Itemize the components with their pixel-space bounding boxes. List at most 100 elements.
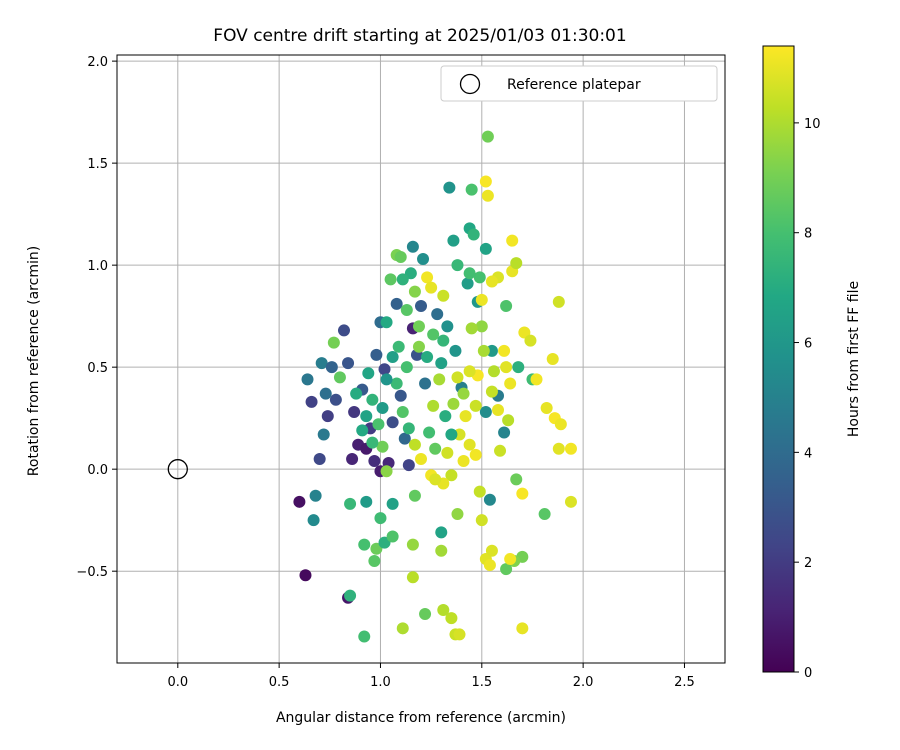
data-point	[380, 465, 393, 478]
data-point	[475, 293, 488, 306]
data-point	[408, 285, 421, 298]
data-point	[348, 406, 361, 419]
data-point	[419, 608, 432, 621]
data-point	[477, 344, 490, 357]
data-point	[429, 442, 442, 455]
data-point	[356, 424, 369, 437]
data-point	[299, 569, 312, 582]
data-point	[473, 485, 486, 498]
data-point	[467, 228, 480, 241]
data-point	[360, 495, 373, 508]
data-point	[362, 367, 375, 380]
data-point	[485, 275, 498, 288]
data-point	[538, 508, 551, 521]
data-point	[498, 426, 511, 439]
y-tick-label: 2.0	[87, 55, 108, 70]
data-point	[293, 495, 306, 508]
data-point	[344, 497, 357, 510]
legend-label: Reference platepar	[507, 77, 641, 93]
data-point	[386, 530, 399, 543]
data-point	[469, 448, 482, 461]
data-point	[435, 526, 448, 539]
data-point	[366, 436, 379, 449]
data-point	[321, 410, 334, 423]
colorbar-tick-label: 4	[804, 446, 812, 461]
data-point	[469, 399, 482, 412]
data-point	[459, 410, 472, 423]
data-point	[441, 320, 454, 333]
data-point	[546, 353, 559, 365]
data-point	[368, 455, 381, 468]
y-tick-label: 0.5	[87, 361, 108, 376]
data-point	[400, 304, 413, 317]
data-point	[412, 320, 425, 333]
data-point	[427, 399, 440, 412]
data-point	[483, 559, 496, 572]
data-point	[479, 175, 492, 188]
data-point	[406, 240, 419, 253]
data-point	[475, 514, 488, 527]
data-point	[398, 432, 411, 445]
data-point	[358, 630, 371, 643]
data-point	[376, 401, 389, 414]
data-point	[506, 234, 519, 247]
data-point	[473, 271, 486, 284]
data-point	[429, 473, 442, 486]
data-point	[406, 571, 419, 584]
data-point	[394, 389, 407, 402]
scatter-points	[167, 130, 577, 643]
data-point	[402, 459, 415, 472]
data-point	[400, 361, 413, 374]
data-point	[510, 473, 523, 486]
data-point	[378, 363, 391, 376]
data-point	[301, 373, 314, 386]
data-point	[342, 357, 355, 370]
data-point	[494, 444, 507, 457]
data-point	[380, 373, 393, 386]
data-point	[540, 401, 553, 414]
data-point	[504, 377, 517, 390]
data-point	[552, 442, 565, 455]
data-point	[325, 361, 338, 374]
data-point	[344, 589, 357, 602]
data-point	[475, 320, 488, 333]
plot-frame	[116, 54, 726, 664]
data-point	[386, 497, 399, 510]
data-point	[500, 563, 513, 576]
data-point	[451, 508, 464, 521]
data-point	[427, 328, 440, 341]
data-point	[412, 340, 425, 353]
data-point	[447, 397, 460, 410]
data-point	[437, 334, 450, 347]
data-point	[433, 373, 446, 386]
data-point	[443, 181, 456, 194]
data-point	[337, 324, 350, 337]
data-point	[453, 628, 466, 641]
data-point	[386, 416, 399, 429]
data-point	[479, 242, 492, 255]
data-point	[333, 371, 346, 384]
data-point	[451, 371, 464, 384]
x-tick-label: 1.0	[370, 675, 391, 690]
data-point	[485, 544, 498, 557]
data-point	[479, 406, 492, 419]
x-tick-label: 2.5	[674, 675, 695, 690]
x-axis-label: Angular distance from reference (arcmin)	[276, 710, 566, 726]
data-point	[415, 299, 427, 312]
data-point	[502, 414, 515, 427]
data-point	[402, 422, 415, 435]
data-point	[374, 512, 387, 525]
axes: 0.0 0.5 1.0 1.5 2.0 2.5 −0.5 0.0 0.5 1.0 1.5 2.0	[76, 54, 726, 690]
data-point	[358, 538, 371, 551]
data-point	[447, 234, 460, 247]
data-point	[368, 554, 381, 567]
data-point	[500, 361, 513, 374]
y-tick-label: 1.5	[87, 157, 108, 172]
data-point	[437, 603, 450, 616]
data-point	[435, 544, 448, 557]
colorbar-ticks: 0 2 4 6 8 10	[794, 117, 821, 681]
colorbar-label: Hours from first FF file	[846, 281, 862, 437]
data-point	[415, 452, 427, 465]
data-point	[481, 130, 494, 143]
data-point	[465, 322, 478, 335]
